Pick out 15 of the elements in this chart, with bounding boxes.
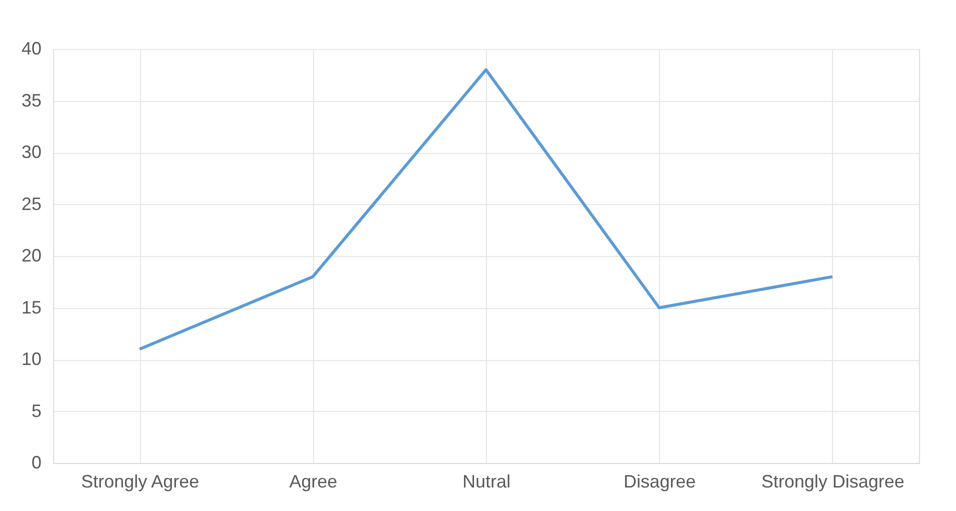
y-tick-label: 0 [31,452,42,472]
x-tick-label: Strongly Disagree [761,472,904,492]
x-tick-label: Disagree [624,472,696,492]
y-tick-label: 15 [21,297,42,318]
x-tick-label: Agree [289,472,338,492]
x-tick-label: Nutral [462,472,511,492]
x-tick-label: Strongly Agree [81,472,200,492]
y-tick-label: 25 [21,194,42,214]
y-tick-label: 20 [21,246,42,266]
y-tick-label: 35 [21,90,42,110]
line-series [138,68,834,351]
y-tick-label: 5 [31,400,42,421]
y-tick-label: 40 [21,38,42,58]
y-tick-label: 10 [21,349,42,369]
y-tick-label: 30 [21,142,42,162]
